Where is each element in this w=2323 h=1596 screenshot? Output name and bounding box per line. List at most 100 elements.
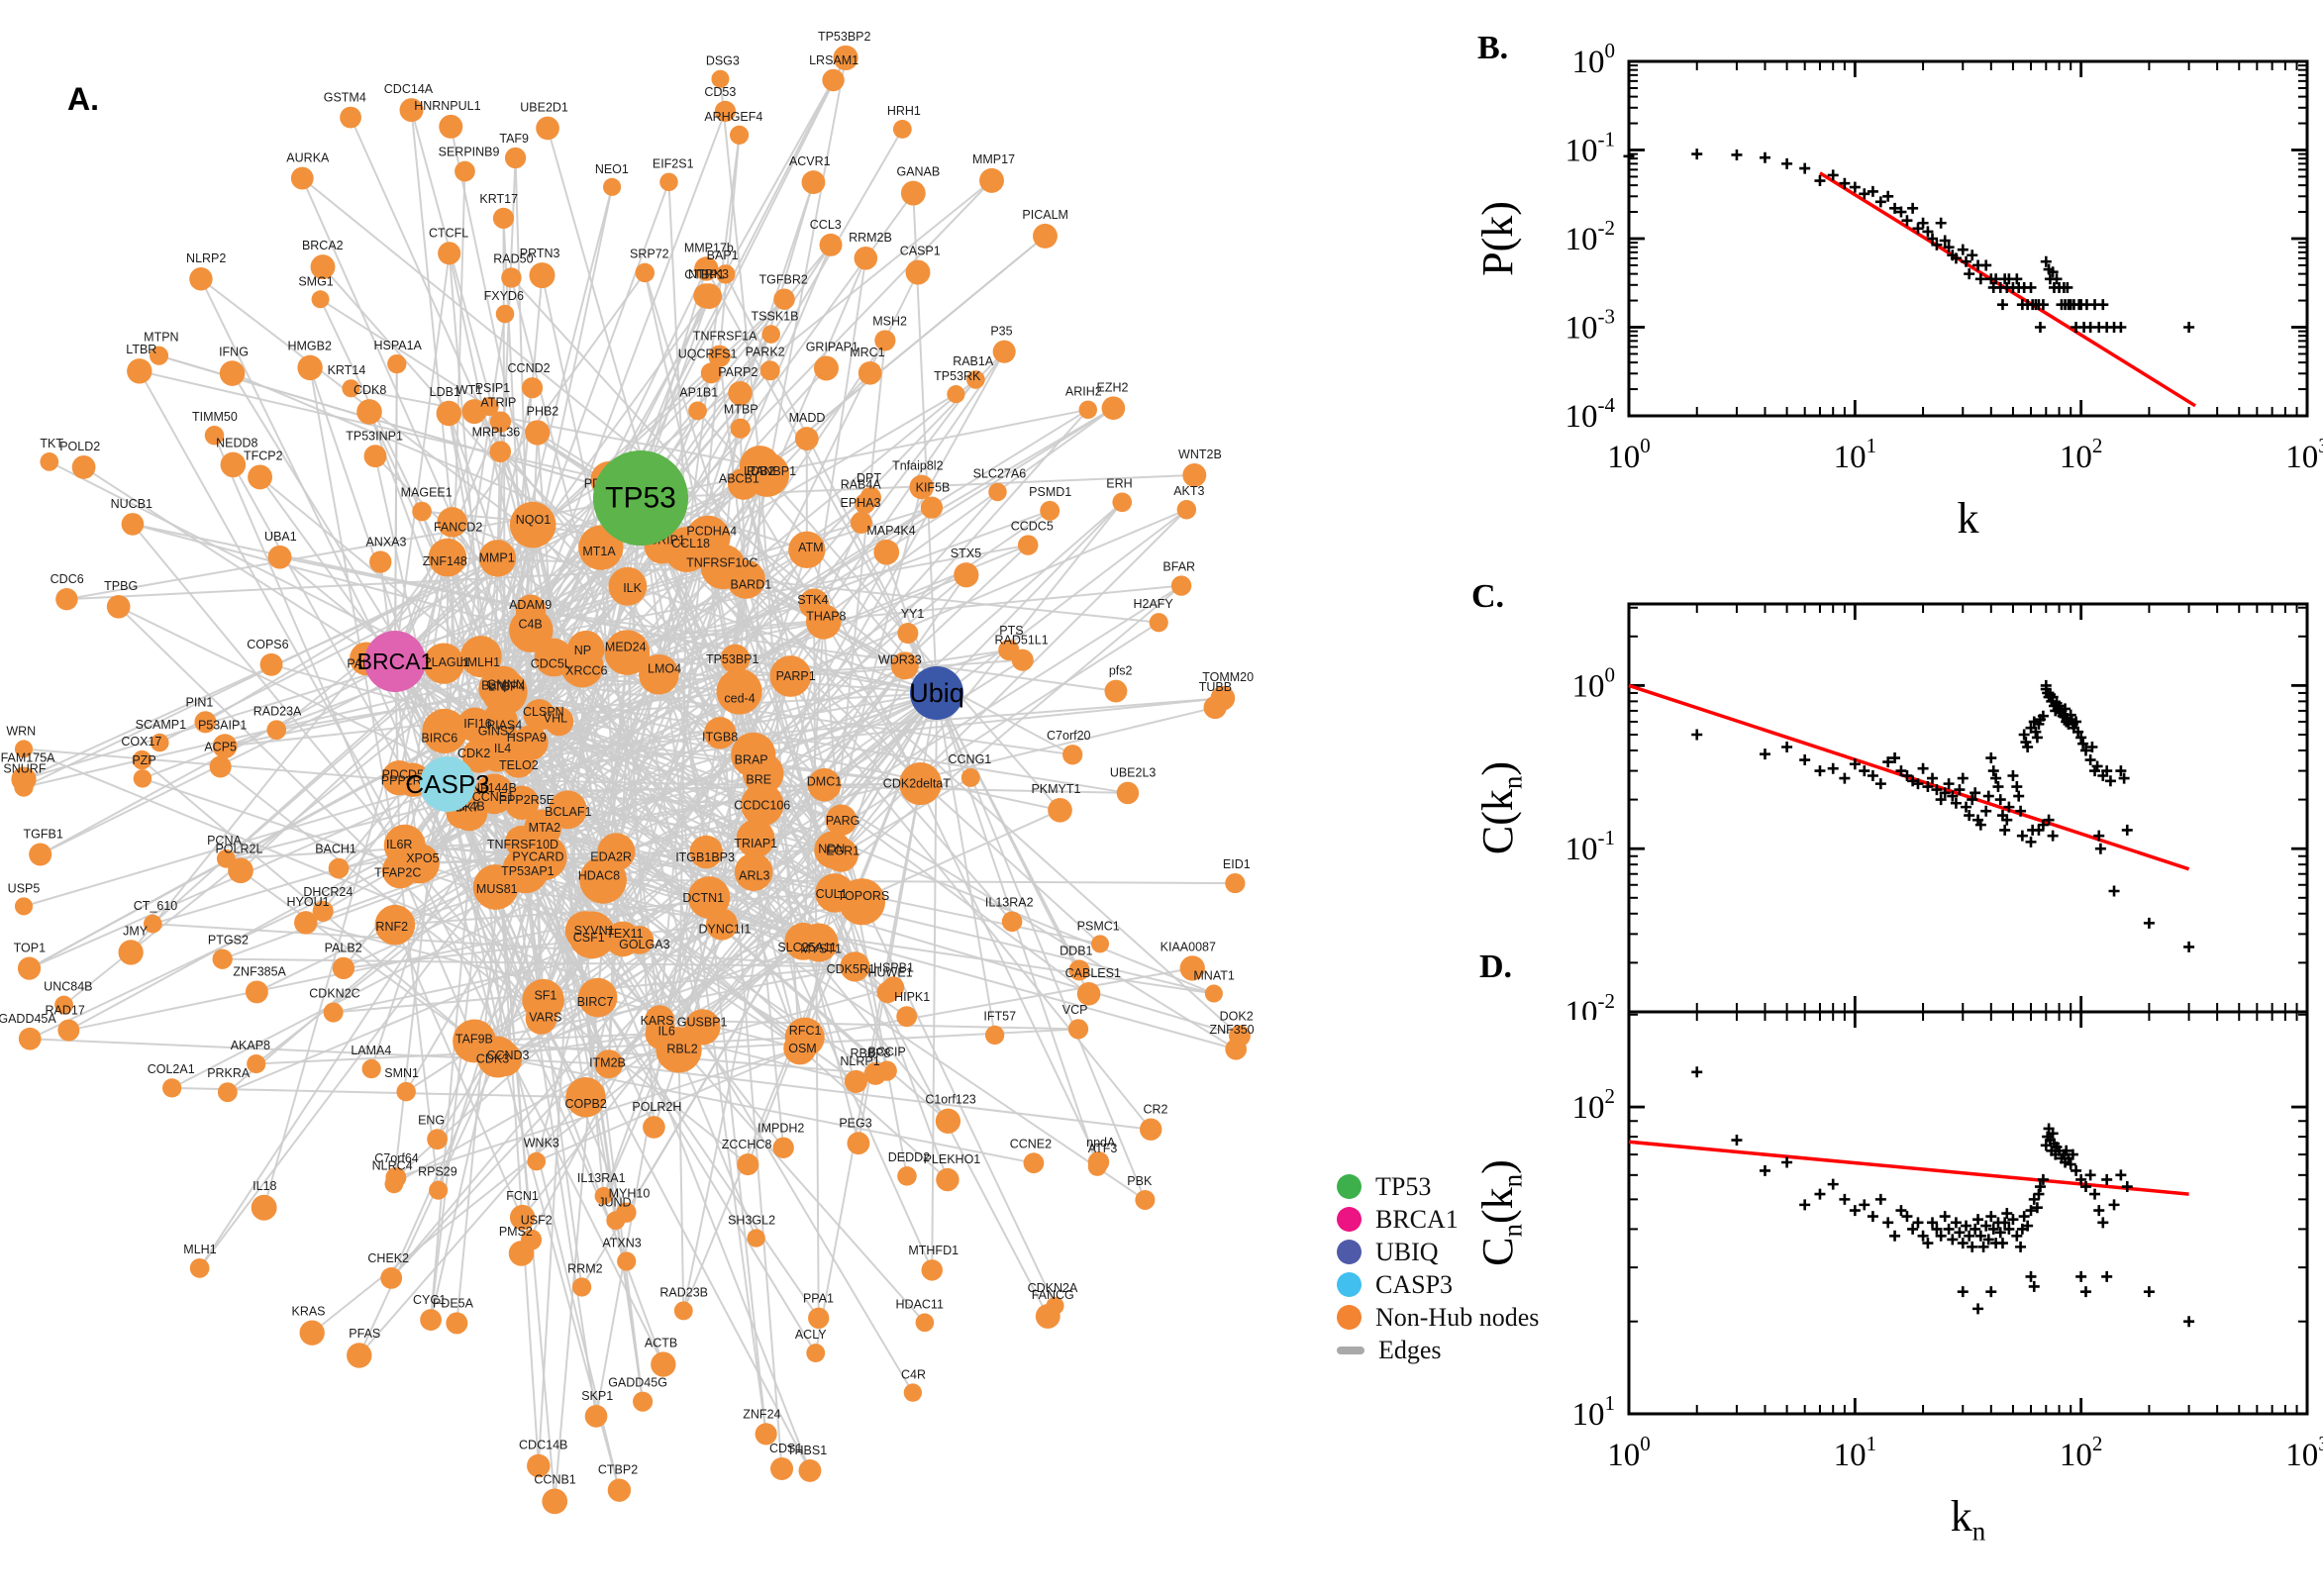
gene-node <box>14 897 34 916</box>
gene-label: SNURF <box>3 761 46 775</box>
gene-label: PKMYT1 <box>1031 782 1080 796</box>
gene-label: CUL1 <box>816 887 848 901</box>
gene-label: PIN1 <box>186 695 214 709</box>
node-swatch-icon <box>1337 1240 1362 1264</box>
scatter-points <box>1691 679 2195 952</box>
gene-node <box>1090 935 1110 953</box>
legend-label: BRCA1 <box>1375 1204 1459 1234</box>
gene-node <box>217 1082 238 1103</box>
hub-label-Ubiq: Ubiq <box>909 678 964 708</box>
gene-label: NP <box>574 644 591 657</box>
gene-label: SYVN1 <box>574 924 615 938</box>
gene-node <box>18 1027 42 1050</box>
gene-label: WNK3 <box>524 1137 559 1150</box>
gene-label: FANCG <box>1032 1288 1074 1302</box>
gene-label: MRC1 <box>850 346 884 359</box>
gene-node <box>788 531 826 568</box>
gene-label: UBE2L3 <box>1110 766 1157 780</box>
gene-label: TFAP2C <box>374 866 421 880</box>
gene-label: PARP1 <box>776 669 816 683</box>
gene-label: FCN1 <box>506 1189 539 1203</box>
gene-label: NDN <box>818 842 845 855</box>
node-swatch-icon <box>1337 1174 1362 1199</box>
y-axis-title: C(kn) <box>1473 761 1528 854</box>
gene-label: IFNG <box>219 345 249 358</box>
gene-label: PRTN3 <box>520 247 560 260</box>
gene-node <box>486 665 521 701</box>
gene-node <box>854 247 878 270</box>
legend-label: Edges <box>1378 1335 1442 1364</box>
gene-label: XPO5 <box>406 851 439 865</box>
gene-node <box>1068 959 1090 981</box>
gene-label: IMPDH2 <box>758 1122 804 1136</box>
gene-node <box>606 1211 626 1231</box>
gene-label: MED24 <box>605 641 647 654</box>
gene-node <box>143 914 162 934</box>
node-swatch-icon <box>1337 1207 1362 1232</box>
gene-label: DOK2 <box>1220 1009 1254 1023</box>
gene-label: CCL18 <box>671 537 710 550</box>
legend-label: TP53 <box>1375 1171 1432 1201</box>
gene-label: BRE <box>746 773 771 787</box>
gene-label: H2AFY <box>1133 597 1173 611</box>
gene-label: MTA2 <box>529 821 560 835</box>
gene-node <box>1023 1152 1045 1174</box>
gene-label: PHB2 <box>527 404 559 418</box>
gene-label: ITM2B <box>589 1056 626 1070</box>
gene-label: TGFBR2 <box>759 272 808 286</box>
network-nodes <box>11 45 1251 1515</box>
legend-item-ubiq: UBIQ <box>1337 1236 1539 1268</box>
gene-node <box>251 1194 277 1221</box>
gene-label: HRH1 <box>887 104 921 118</box>
gene-label: HNRNPUL1 <box>414 99 480 113</box>
gene-label: EID1 <box>1223 857 1251 871</box>
gene-node <box>508 1241 535 1266</box>
gene-label: AP1B1 <box>679 386 718 400</box>
edge-swatch-icon <box>1337 1346 1364 1354</box>
gene-label: ITGB8 <box>702 730 738 744</box>
gene-node <box>438 242 461 265</box>
gene-node <box>549 790 587 830</box>
gene-label: CSF1 <box>573 931 605 945</box>
gene-node <box>822 68 845 92</box>
gene-node <box>633 1391 654 1412</box>
tick-label: 101 <box>1834 434 1877 475</box>
gene-label: TP53BP1 <box>706 652 759 666</box>
gene-label: CCND3 <box>486 1048 529 1062</box>
gene-label: UNC84B <box>44 980 92 994</box>
gene-node <box>423 643 464 684</box>
gene-label: GANAB <box>896 165 940 179</box>
gene-label: COPB2 <box>564 1097 606 1111</box>
gene-label: DYNC1I1 <box>698 923 751 937</box>
legend-item-edges: Edges <box>1337 1334 1539 1366</box>
gene-label: BFAR <box>1162 559 1195 573</box>
gene-label: SLC27A6 <box>973 467 1027 481</box>
gene-label: DPT <box>857 471 881 485</box>
gene-label: AURKA <box>286 151 330 165</box>
gene-node <box>473 777 504 808</box>
gene-node <box>245 980 268 1004</box>
gene-node <box>361 1058 381 1079</box>
scatter-points <box>1623 149 2195 333</box>
gene-node <box>381 759 417 796</box>
y-axis-title: Cn(kn) <box>1473 1159 1528 1266</box>
gene-node <box>380 1266 403 1289</box>
gene-node <box>437 507 467 538</box>
gene-node <box>428 538 467 577</box>
gene-label: MAP4K4 <box>866 524 915 538</box>
gene-label: PPA1 <box>803 1292 834 1306</box>
gene-label: IL6R <box>386 838 412 851</box>
gene-node <box>204 426 225 446</box>
gene-node <box>479 397 499 417</box>
gene-label: THAP8 <box>806 609 846 623</box>
gene-node <box>684 1009 721 1046</box>
hub-node-CASP3 <box>420 756 475 812</box>
legend: TP53 BRCA1 UBIQ CASP3 Non-Hub nodes Edges <box>1337 1170 1539 1366</box>
gene-label: C7orf64 <box>374 1151 419 1165</box>
gene-label: CABLES1 <box>1065 966 1121 980</box>
gene-label: NTRK3 <box>688 267 729 281</box>
gene-label: POLR2L <box>215 842 262 855</box>
gene-node <box>189 267 213 291</box>
gene-node <box>798 588 830 619</box>
gene-label: HMGB2 <box>287 340 332 353</box>
